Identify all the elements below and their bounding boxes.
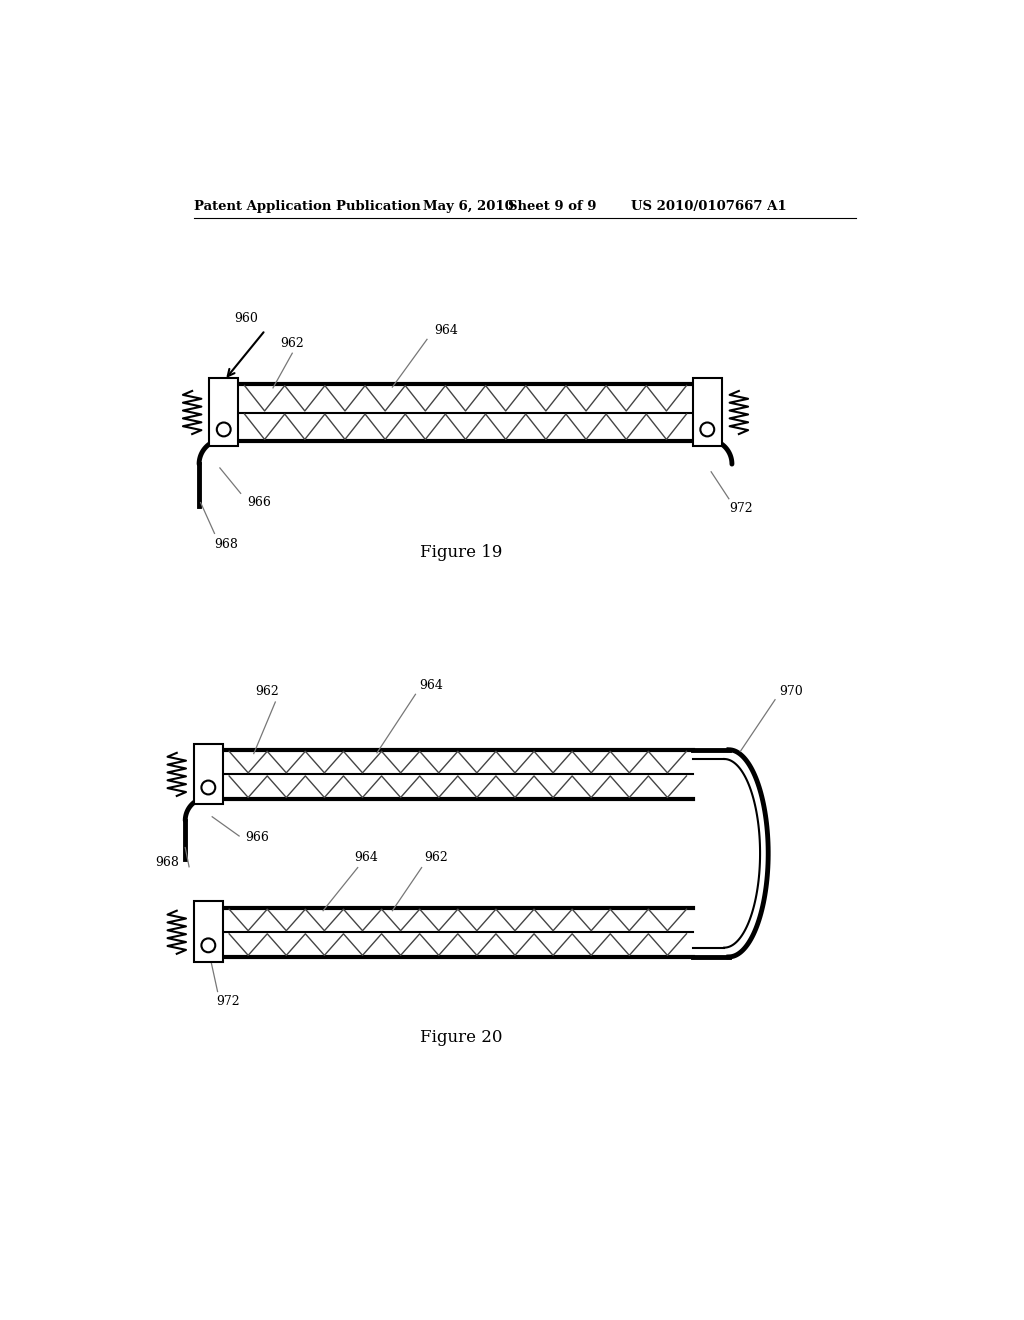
Text: 972: 972 bbox=[216, 995, 240, 1008]
Bar bbox=[194, 902, 223, 962]
Text: 962: 962 bbox=[425, 851, 449, 865]
Bar bbox=[194, 743, 223, 804]
Text: 964: 964 bbox=[354, 851, 378, 865]
Text: 966: 966 bbox=[246, 832, 269, 843]
Text: 966: 966 bbox=[247, 496, 270, 510]
Text: 968: 968 bbox=[214, 539, 239, 552]
Text: 972: 972 bbox=[729, 502, 753, 515]
Text: Sheet 9 of 9: Sheet 9 of 9 bbox=[508, 199, 596, 213]
Text: Figure 19: Figure 19 bbox=[421, 544, 503, 561]
Text: 962: 962 bbox=[255, 685, 280, 698]
Text: 970: 970 bbox=[779, 685, 803, 698]
Circle shape bbox=[217, 422, 230, 437]
Text: 960: 960 bbox=[234, 312, 258, 325]
Circle shape bbox=[700, 422, 714, 437]
Circle shape bbox=[202, 780, 215, 795]
Text: 968: 968 bbox=[156, 857, 179, 870]
Bar bbox=[692, 378, 722, 446]
Bar bbox=[209, 378, 239, 446]
Text: 964: 964 bbox=[435, 323, 459, 337]
Text: Patent Application Publication: Patent Application Publication bbox=[194, 199, 421, 213]
Text: 964: 964 bbox=[419, 678, 443, 692]
Text: May 6, 2010: May 6, 2010 bbox=[423, 199, 514, 213]
Text: US 2010/0107667 A1: US 2010/0107667 A1 bbox=[631, 199, 786, 213]
Text: 962: 962 bbox=[281, 338, 304, 351]
Circle shape bbox=[202, 939, 215, 952]
Text: Figure 20: Figure 20 bbox=[421, 1030, 503, 1047]
